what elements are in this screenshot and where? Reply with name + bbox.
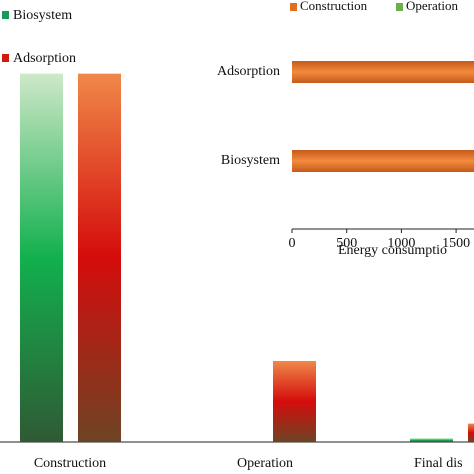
legend-swatch xyxy=(2,11,9,19)
legend-label: Biosystem xyxy=(13,8,72,23)
bar xyxy=(78,73,121,443)
y-tick-label: Adsorption xyxy=(217,64,280,79)
x-tick-label: 1500 xyxy=(442,236,470,251)
x-tick-label: Operation xyxy=(237,456,293,471)
bar xyxy=(292,150,474,172)
x-axis-label: Energy consumptio xyxy=(338,243,447,258)
legend-label: Construction xyxy=(300,0,368,13)
legend-label: Operation xyxy=(406,0,458,13)
legend-label: Adsorption xyxy=(13,51,76,66)
x-tick-label: 500 xyxy=(336,236,357,251)
bar xyxy=(292,61,474,83)
legend-swatch xyxy=(396,3,403,11)
bar xyxy=(410,438,453,442)
x-tick-label: 0 xyxy=(289,236,296,251)
bar xyxy=(468,423,474,442)
bar xyxy=(273,360,316,442)
y-tick-label: Biosystem xyxy=(221,153,280,168)
legend-swatch xyxy=(2,54,9,62)
x-tick-label: 1000 xyxy=(387,236,415,251)
bar xyxy=(20,73,63,443)
x-tick-label: Final dis xyxy=(414,456,463,471)
legend-swatch xyxy=(290,3,297,11)
x-tick-label: Construction xyxy=(34,456,106,471)
